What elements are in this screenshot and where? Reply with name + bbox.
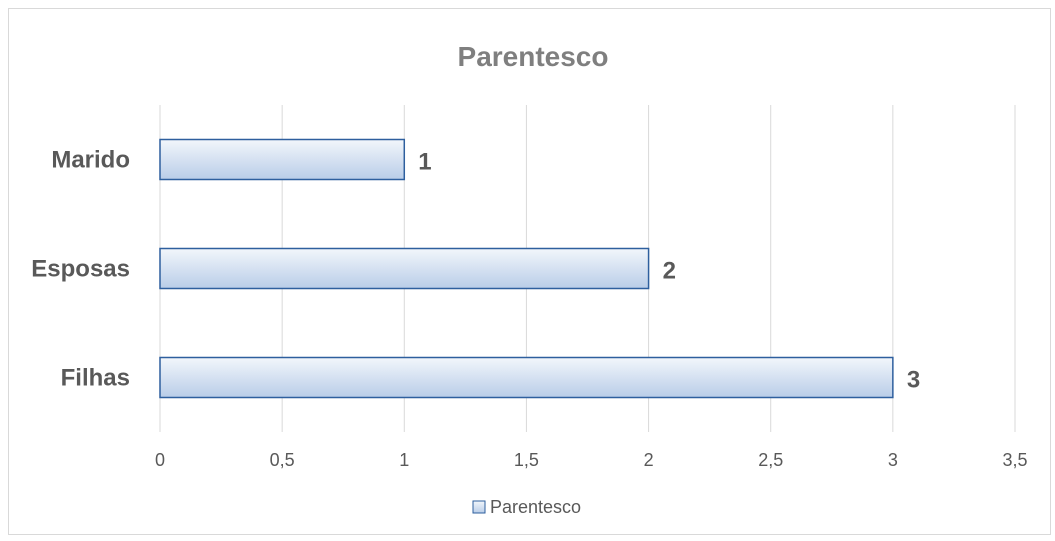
bar-filhas <box>159 356 894 399</box>
x-tick-label: 0,5 <box>270 450 295 470</box>
x-axis-ticks: 0 0,5 1 1,5 2 2,5 3 3,5 <box>155 450 1028 470</box>
legend: Parentesco <box>472 497 581 517</box>
data-label: 1 <box>418 149 431 176</box>
category-label: Filhas <box>61 365 130 392</box>
x-tick-label: 2,5 <box>758 450 783 470</box>
bars: Filhas 3 Esposas 2 Marido 1 <box>31 138 920 399</box>
data-label: 2 <box>663 258 676 285</box>
category-label: Marido <box>51 147 130 174</box>
x-tick-label: 0 <box>155 450 165 470</box>
x-tick-label: 1 <box>399 450 409 470</box>
data-label: 3 <box>907 367 920 394</box>
legend-label: Parentesco <box>490 497 581 517</box>
x-tick-label: 3,5 <box>1002 450 1027 470</box>
x-tick-label: 2 <box>644 450 654 470</box>
legend-swatch <box>472 500 486 514</box>
bar-esposas <box>159 247 650 290</box>
bar-marido <box>159 138 406 181</box>
x-tick-label: 1,5 <box>514 450 539 470</box>
x-tick-label: 3 <box>888 450 898 470</box>
category-label: Esposas <box>31 256 130 283</box>
chart-title: Parentesco <box>458 41 609 72</box>
